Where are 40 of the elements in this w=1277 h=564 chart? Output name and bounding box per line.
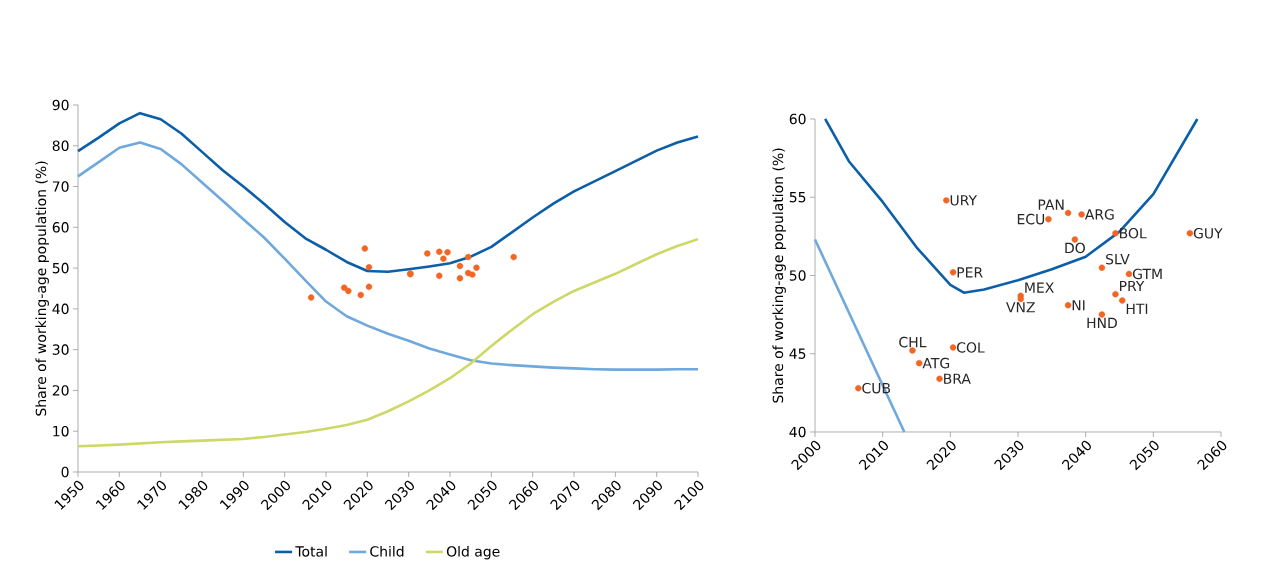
y-tick-label: 80: [52, 140, 69, 152]
annotation: SLV: [1106, 253, 1130, 265]
y-tick-label: 40: [52, 303, 69, 315]
annotation: HTI: [1126, 303, 1148, 314]
annotation: GUY: [1193, 227, 1223, 239]
annotation: NI: [1072, 300, 1085, 311]
y-axis-title: Share of working-age population (%): [35, 161, 49, 416]
y-tick-label: 40: [789, 426, 806, 438]
annotation: COL: [957, 342, 985, 353]
annotation: URY: [950, 195, 978, 206]
y-tick-label: 55: [789, 192, 806, 203]
y-tick-label: 60: [52, 222, 69, 233]
y-tick-label: 30: [52, 344, 69, 355]
y-tick-label: 50: [52, 262, 69, 274]
annotation: ECU: [1017, 213, 1045, 225]
annotation: DO: [1065, 242, 1085, 254]
annotation: GTM: [1132, 268, 1162, 280]
annotation: HND: [1087, 317, 1117, 328]
y-tick-label: 50: [789, 270, 806, 281]
y-tick-label: 45: [789, 348, 806, 359]
annotation: BRA: [944, 373, 971, 384]
legend-label: Old age: [446, 545, 500, 560]
legend-label: Total: [295, 545, 327, 557]
y-axis-title: Share of working-age population (%): [772, 148, 786, 403]
legend-label: Child: [370, 545, 404, 557]
annotation: BOL: [1120, 227, 1147, 239]
annotation: MEX: [1025, 282, 1054, 293]
annotation: CHL: [899, 336, 927, 348]
y-tick-label: 90: [52, 99, 69, 111]
annotation: VNZ: [1006, 302, 1035, 313]
y-tick-label: 20: [52, 385, 69, 396]
annotation: PAN: [1038, 199, 1064, 210]
y-tick-label: 0: [61, 466, 69, 478]
y-tick-label: 70: [52, 181, 69, 192]
annotation: PRY: [1120, 280, 1145, 292]
annotation: ATG: [922, 357, 950, 369]
annotation: ARG: [1084, 209, 1114, 220]
annotation: PER: [957, 267, 983, 278]
y-tick-label: 60: [789, 113, 806, 125]
y-tick-label: 10: [53, 425, 69, 437]
